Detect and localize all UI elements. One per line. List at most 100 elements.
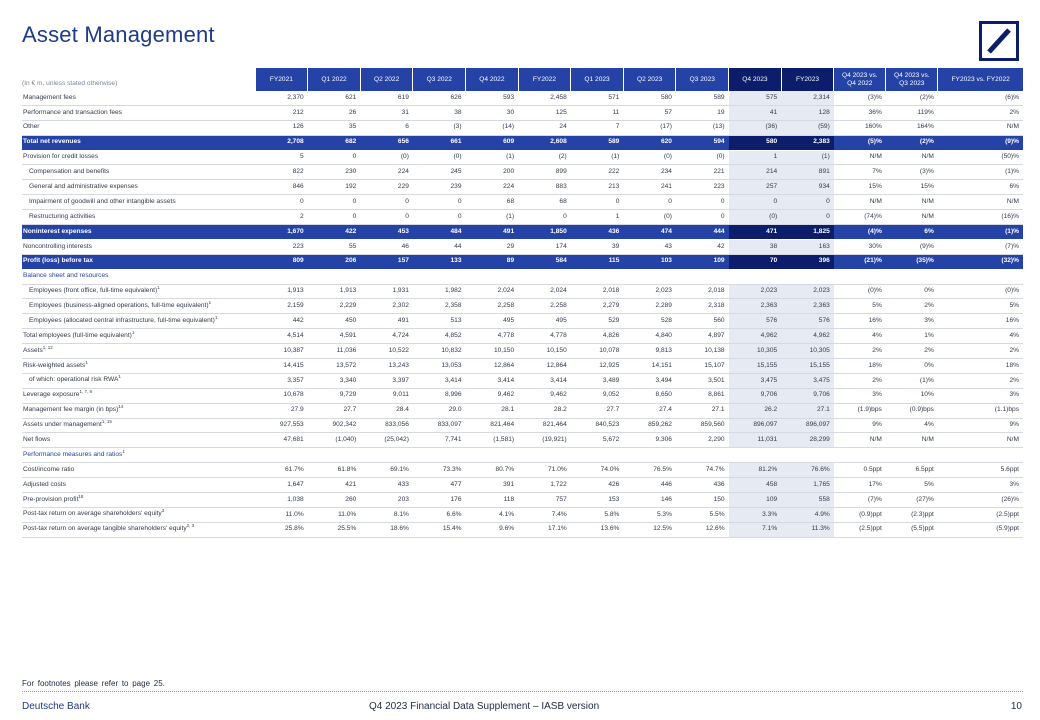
table-cell: 529 bbox=[570, 313, 624, 330]
table-cell: 896,097 bbox=[728, 418, 782, 434]
table-cell: 2,258 bbox=[518, 298, 571, 315]
unit-note: (In € m, unless stated otherwise) bbox=[22, 68, 256, 91]
table-cell: 9.6% bbox=[465, 522, 519, 538]
table-cell: 150 bbox=[675, 492, 729, 508]
table-cell: 2,024 bbox=[518, 284, 571, 300]
table-cell: 46 bbox=[360, 239, 413, 255]
footnote-marker: 1, 7, 8 bbox=[79, 389, 92, 395]
table-cell: 74.0% bbox=[570, 462, 624, 479]
table-row: Assets1, 12 10,387 11,036 10,522 10,832 10,15… bbox=[22, 343, 1023, 360]
row-label: Balance sheet and resources bbox=[22, 269, 1023, 285]
row-label: General and administrative expenses bbox=[22, 179, 256, 196]
table-cell: 25.8% bbox=[255, 522, 308, 538]
table-cell: 2,290 bbox=[675, 432, 729, 449]
document-title: Q4 2023 Financial Data Supplement – IASB… bbox=[369, 701, 600, 712]
table-cell: 2,159 bbox=[255, 298, 308, 315]
table-cell: 495 bbox=[465, 313, 519, 330]
table-cell: 4,962 bbox=[781, 328, 834, 345]
table-cell: 1 bbox=[728, 150, 782, 166]
table-cell: 5.5% bbox=[675, 507, 729, 523]
row-label: Assets1, 12 bbox=[22, 343, 256, 360]
table-cell: 9,462 bbox=[465, 388, 519, 404]
table-cell: 7 bbox=[570, 120, 624, 136]
table-cell: 26.2 bbox=[728, 403, 782, 419]
table-cell: 133 bbox=[412, 254, 466, 270]
table-cell: 0 bbox=[570, 194, 624, 211]
table-cell: 560 bbox=[675, 313, 729, 330]
table-cell: 36% bbox=[833, 105, 886, 121]
table-cell: 927,553 bbox=[255, 418, 308, 434]
table-cell: 28.2 bbox=[518, 403, 571, 419]
table-cell: 3,489 bbox=[570, 373, 624, 389]
table-cell: 223 bbox=[255, 239, 308, 255]
table-cell: 224 bbox=[465, 179, 519, 196]
table-cell: 39 bbox=[570, 239, 624, 255]
table-cell: (2) bbox=[518, 150, 571, 166]
footnote-marker: 1 bbox=[157, 285, 160, 291]
table-cell: 10,078 bbox=[570, 343, 624, 360]
table-cell: (1.1)bps bbox=[937, 403, 1023, 419]
table-cell: (1,040) bbox=[307, 432, 361, 449]
row-label: Provision for credit losses bbox=[22, 150, 256, 166]
table-cell: 0 bbox=[675, 209, 729, 226]
table-cell: 833,097 bbox=[412, 418, 466, 434]
table-cell: 0% bbox=[885, 284, 938, 300]
table-cell: 433 bbox=[360, 477, 413, 494]
table-cell: 396 bbox=[781, 254, 834, 270]
table-cell: 28.4 bbox=[360, 403, 413, 419]
table-cell: 757 bbox=[518, 492, 571, 508]
table-cell: (1)% bbox=[937, 224, 1023, 240]
table-cell: 0 bbox=[781, 209, 834, 226]
table-cell: (19,921) bbox=[518, 432, 571, 449]
table-cell: 840,523 bbox=[570, 418, 624, 434]
table-row: Adjusted costs 1,647 421 433 477 391 1,722 426 4… bbox=[22, 477, 1023, 494]
table-cell: (3)% bbox=[833, 91, 886, 106]
table-cell: 3.3% bbox=[728, 507, 782, 523]
table-cell: 16% bbox=[937, 313, 1023, 330]
table-cell: (4)% bbox=[833, 224, 886, 240]
table-cell: N/M bbox=[937, 432, 1023, 449]
footnote-marker: 1 bbox=[85, 359, 88, 365]
table-cell: (0.9)bps bbox=[885, 403, 938, 419]
table-cell: 3% bbox=[937, 477, 1023, 494]
table-cell: 76.5% bbox=[623, 462, 676, 479]
table-cell: (3) bbox=[412, 120, 466, 136]
table-cell: 495 bbox=[518, 313, 571, 330]
table-cell: 513 bbox=[412, 313, 466, 330]
table-cell: 27.9 bbox=[255, 403, 308, 419]
table-cell: 3,475 bbox=[781, 373, 834, 389]
table-cell: N/M bbox=[885, 432, 938, 449]
table-cell: 571 bbox=[570, 91, 624, 106]
table-cell: 2,318 bbox=[675, 298, 729, 315]
table-cell: 119% bbox=[885, 105, 938, 121]
table-cell: 13,243 bbox=[360, 358, 413, 374]
table-cell: 41 bbox=[728, 105, 782, 121]
table-cell: 4,778 bbox=[465, 328, 519, 345]
table-cell: 9% bbox=[833, 418, 886, 434]
total-row: Total net revenues 2,708 682 656 661 609 2,608… bbox=[22, 135, 1023, 151]
table-cell: 9,306 bbox=[623, 432, 676, 449]
table-cell: 2,024 bbox=[465, 284, 519, 300]
table-cell: 899 bbox=[518, 164, 571, 181]
table-row: Performance and transaction fees 212 26 31 3… bbox=[22, 105, 1023, 121]
table-cell: 821,464 bbox=[465, 418, 519, 434]
table-cell: 70 bbox=[728, 254, 782, 270]
table-cell: 18% bbox=[833, 358, 886, 374]
table-row: Post-tax return on average tangible shar… bbox=[22, 522, 1023, 538]
table-cell: 61.8% bbox=[307, 462, 361, 479]
table-cell: 10,832 bbox=[412, 343, 466, 360]
table-cell: 484 bbox=[412, 224, 466, 240]
table-cell: 213 bbox=[570, 179, 624, 196]
table-cell: 146 bbox=[623, 492, 676, 508]
table-cell: 2,370 bbox=[255, 91, 308, 106]
table-row: Assets under management1, 15 927,553 902,3… bbox=[22, 418, 1023, 434]
table-cell: N/M bbox=[885, 150, 938, 166]
table-cell: 5% bbox=[937, 298, 1023, 315]
table-cell: 157 bbox=[360, 254, 413, 270]
table-cell: 580 bbox=[728, 135, 782, 151]
table-row: Provision for credit losses 5 0 (0) (0) (1) (2… bbox=[22, 150, 1023, 166]
table-cell: (2)% bbox=[885, 135, 938, 151]
table-cell: 8,996 bbox=[412, 388, 466, 404]
table-cell: 4,852 bbox=[412, 328, 466, 345]
footnote-marker: 3 bbox=[161, 508, 165, 514]
